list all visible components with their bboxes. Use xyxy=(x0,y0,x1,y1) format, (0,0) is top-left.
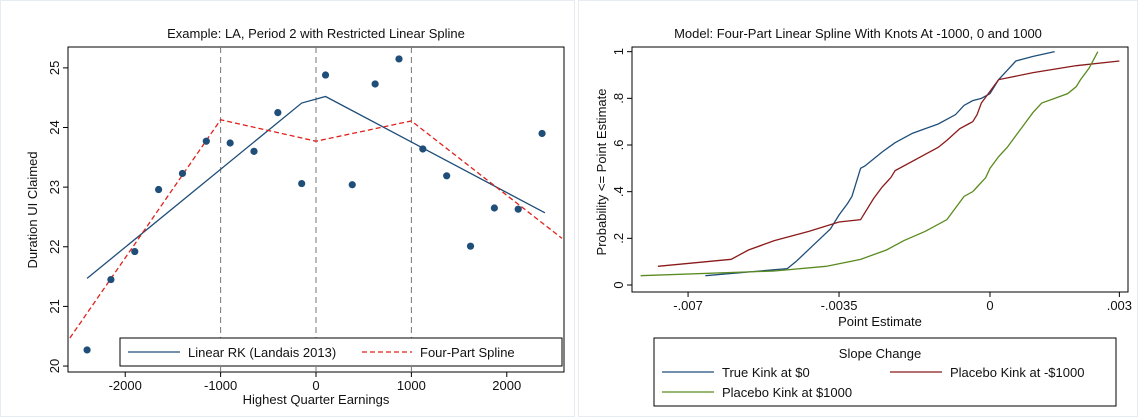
scatter-point xyxy=(178,169,187,178)
left-scatter-points xyxy=(83,55,546,354)
left-y-axis: 20 21 22 23 24 25 xyxy=(47,61,68,373)
left-x-axis: -2000 -1000 0 1000 2000 xyxy=(109,372,521,393)
y-tick-label: 22 xyxy=(47,240,62,254)
x-tick-label: 1000 xyxy=(397,378,426,393)
scatter-point xyxy=(298,179,306,188)
cdf-line-placebo-plus-1000 xyxy=(640,51,1099,277)
right-plot-area xyxy=(631,46,1129,293)
right-legend-box xyxy=(653,337,1117,407)
scatter-point xyxy=(490,204,498,212)
series-line-four-part-spline xyxy=(69,119,563,339)
y-tick-label: 24 xyxy=(47,120,62,134)
y-tick-label: 25 xyxy=(47,61,62,75)
x-tick-label: .003 xyxy=(1107,298,1132,313)
cdf-line-true-kink xyxy=(705,51,1055,277)
y-tick-label: 23 xyxy=(47,180,62,194)
right-x-axis-label: Point Estimate xyxy=(838,314,922,329)
legend-label-placebo-minus: Placebo Kink at -$1000 xyxy=(950,365,1084,380)
legend-label-linear-rk: Linear RK (Landais 2013) xyxy=(188,345,336,360)
right-chart-title: Model: Four-Part Linear Spline With Knot… xyxy=(674,26,1042,41)
scatter-point xyxy=(83,346,91,354)
scatter-point xyxy=(419,145,427,153)
y-tick-label: 20 xyxy=(47,359,62,373)
x-tick-label: -.007 xyxy=(673,298,703,313)
scatter-point xyxy=(443,172,451,180)
left-knot-lines xyxy=(220,47,412,372)
x-tick-label: 0 xyxy=(312,378,319,393)
scatter-point xyxy=(155,185,163,194)
y-tick-label: 21 xyxy=(47,299,62,313)
series-line-linear-rk xyxy=(86,95,546,279)
left-chart-title: Example: LA, Period 2 with Restricted Li… xyxy=(167,26,465,41)
right-series-group xyxy=(640,51,1120,277)
right-y-axis-label: Probability <= Point Estimate xyxy=(594,89,609,256)
left-legend: Linear RK (Landais 2013) Four-Part Splin… xyxy=(119,337,563,367)
legend-label-true-kink: True Kink at $0 xyxy=(722,365,810,380)
left-series-group xyxy=(69,95,563,339)
left-y-axis-label: Duration UI Claimed xyxy=(25,151,40,268)
scatter-point xyxy=(202,137,210,145)
x-tick-label: 2000 xyxy=(492,378,521,393)
y-tick-label: .8 xyxy=(611,93,626,104)
scatter-point xyxy=(514,205,522,213)
scatter-point xyxy=(321,71,330,79)
x-tick-label: -1000 xyxy=(204,378,237,393)
left-legend-box xyxy=(119,337,563,367)
scatter-point xyxy=(371,80,379,88)
y-tick-label: .4 xyxy=(611,186,626,197)
scatter-point xyxy=(538,129,546,138)
x-tick-label: -2000 xyxy=(109,378,142,393)
cdf-line-placebo-minus-1000 xyxy=(657,60,1120,267)
scatter-point xyxy=(348,181,356,189)
y-tick-label: .6 xyxy=(611,140,626,151)
left-x-axis-label: Highest Quarter Earnings xyxy=(243,392,390,407)
scatter-point xyxy=(131,247,139,256)
x-tick-label: 0 xyxy=(986,298,993,313)
scatter-point xyxy=(250,147,258,155)
scatter-point xyxy=(274,108,282,117)
y-tick-label: .2 xyxy=(611,233,626,244)
scatter-point xyxy=(466,242,475,250)
legend-label-placebo-plus: Placebo Kink at $1000 xyxy=(722,385,852,400)
right-x-axis: -.007 -.0035 0 .003 xyxy=(673,292,1132,313)
y-tick-label: 0 xyxy=(611,281,626,288)
y-tick-label: 1 xyxy=(611,48,626,55)
right-legend: Slope Change True Kink at $0 Placebo Kin… xyxy=(653,337,1117,407)
right-y-axis: 0 .2 .4 .6 .8 1 xyxy=(611,48,632,289)
right-legend-title: Slope Change xyxy=(839,346,921,361)
right-chart: Model: Four-Part Linear Spline With Knot… xyxy=(594,26,1132,407)
scatter-point xyxy=(107,275,115,284)
legend-label-four-part: Four-Part Spline xyxy=(420,345,515,360)
x-tick-label: -.0035 xyxy=(821,298,858,313)
left-chart: Example: LA, Period 2 with Restricted Li… xyxy=(25,26,565,407)
scatter-point xyxy=(226,139,234,147)
scatter-point xyxy=(395,55,403,63)
